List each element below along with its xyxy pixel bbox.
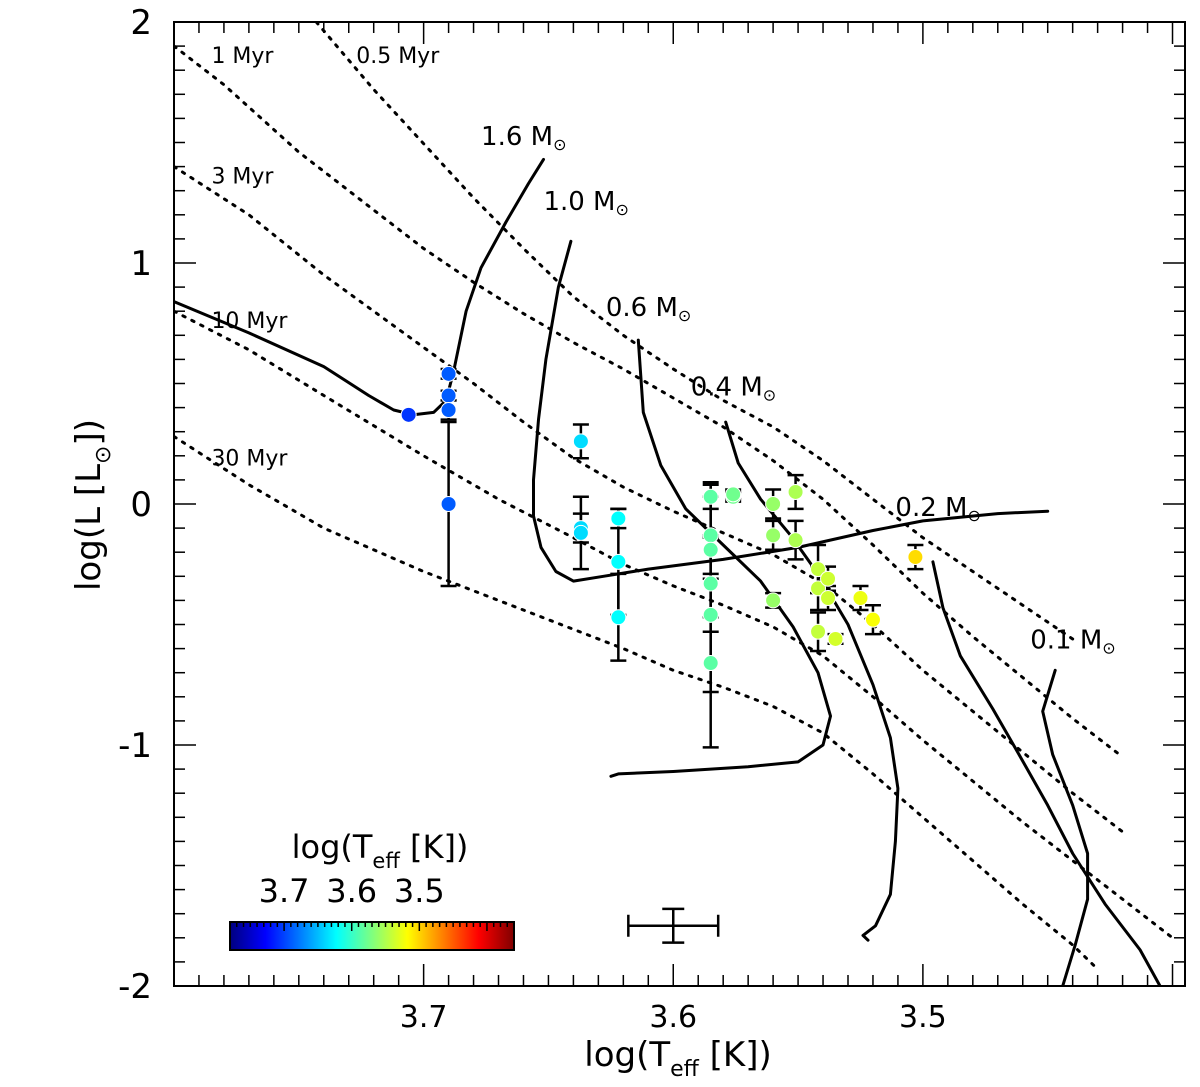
star-point	[864, 611, 881, 628]
mass-track-label: 0.2 M⊙	[895, 493, 980, 525]
star-point	[702, 655, 719, 672]
star-point	[820, 570, 837, 587]
mass-track-line	[1041, 668, 1090, 986]
star-point	[852, 589, 869, 606]
star-point	[572, 433, 589, 450]
curve-labels: 0.5 Myr 1 Myr 3 Myr 10 Myr 30 Myr 1.6 M⊙ 1.0 M…	[211, 44, 1115, 658]
star-point	[827, 630, 844, 647]
star-point	[702, 606, 719, 623]
mass-track-label: 0.6 M⊙	[606, 293, 691, 325]
isochrone-line	[174, 44, 1125, 759]
y-tick-label: 0	[130, 485, 152, 525]
x-tick-label: 3.6	[649, 1000, 697, 1035]
star-point	[787, 532, 804, 549]
mass-track-label: 1.0 M⊙	[543, 187, 628, 219]
star-point	[765, 527, 782, 544]
star-point	[702, 575, 719, 592]
isochrone-label: 0.5 Myr	[356, 44, 440, 69]
colorbar: 3.7 3.6 3.5	[229, 872, 515, 951]
x-tick-label: 3.7	[400, 1000, 448, 1035]
star-errorbars	[440, 367, 924, 749]
isochrone-label: 10 Myr	[211, 309, 288, 334]
star-point	[702, 541, 719, 558]
mass-track-label: 0.1 M⊙	[1030, 626, 1115, 658]
star-point	[702, 527, 719, 544]
star-point	[440, 496, 457, 512]
isochrone-lines	[174, 22, 1174, 971]
isochrone-line	[174, 165, 1125, 834]
colorbar-title: log(Teff [K])	[292, 828, 469, 873]
star-point	[610, 510, 627, 527]
star-point	[820, 589, 837, 606]
star-point	[787, 483, 804, 500]
star-point	[765, 496, 782, 512]
star-point	[400, 406, 417, 423]
mass-track-line	[724, 420, 900, 942]
star-point	[610, 609, 627, 626]
mass-track-line	[532, 239, 1050, 583]
isochrone-line	[174, 309, 1174, 940]
isochrone-line	[314, 22, 1075, 641]
mass-track-label: 0.4 M⊙	[691, 373, 776, 405]
mass-track-label: 1.6 M⊙	[481, 122, 566, 154]
y-tick-label: 2	[130, 3, 152, 43]
star-point	[440, 365, 457, 382]
y-tick-label: 1	[130, 244, 152, 284]
mass-track-line	[931, 560, 1162, 986]
star-point	[810, 561, 827, 578]
isochrone-label: 1 Myr	[211, 44, 274, 69]
y-tick-label: -1	[118, 726, 152, 766]
y-axis-label: log(L [L⊙])	[69, 419, 116, 591]
axis-ticks	[173, 21, 1185, 987]
x-axis-label: log(Teff [K])	[584, 1035, 771, 1082]
typical-error-bar	[627, 907, 720, 944]
plot-frame	[173, 21, 1186, 987]
star-point	[810, 623, 827, 640]
colorbar-tick-label: 3.5	[394, 872, 445, 910]
star-point	[907, 549, 924, 566]
y-tick-label: -2	[118, 967, 152, 1007]
colorbar-tick-label: 3.6	[326, 872, 377, 910]
x-tick-label: 3.5	[899, 1000, 947, 1035]
star-point	[725, 486, 742, 503]
star-point	[572, 524, 589, 541]
star-point	[810, 580, 827, 597]
colorbar-tick-label: 3.7	[259, 872, 310, 910]
star-point	[440, 387, 457, 404]
star-point	[440, 402, 457, 419]
isochrone-label: 30 Myr	[211, 446, 288, 471]
star-point	[610, 553, 627, 570]
isochrone-label: 3 Myr	[211, 164, 274, 189]
mass-track-line	[609, 338, 832, 778]
tick-labels: 3.7 3.6 3.5 2 1 0 -1 -2	[118, 3, 947, 1035]
star-point	[765, 592, 782, 609]
mass-track-line	[174, 157, 545, 417]
star-markers	[400, 365, 924, 672]
star-point	[702, 488, 719, 505]
